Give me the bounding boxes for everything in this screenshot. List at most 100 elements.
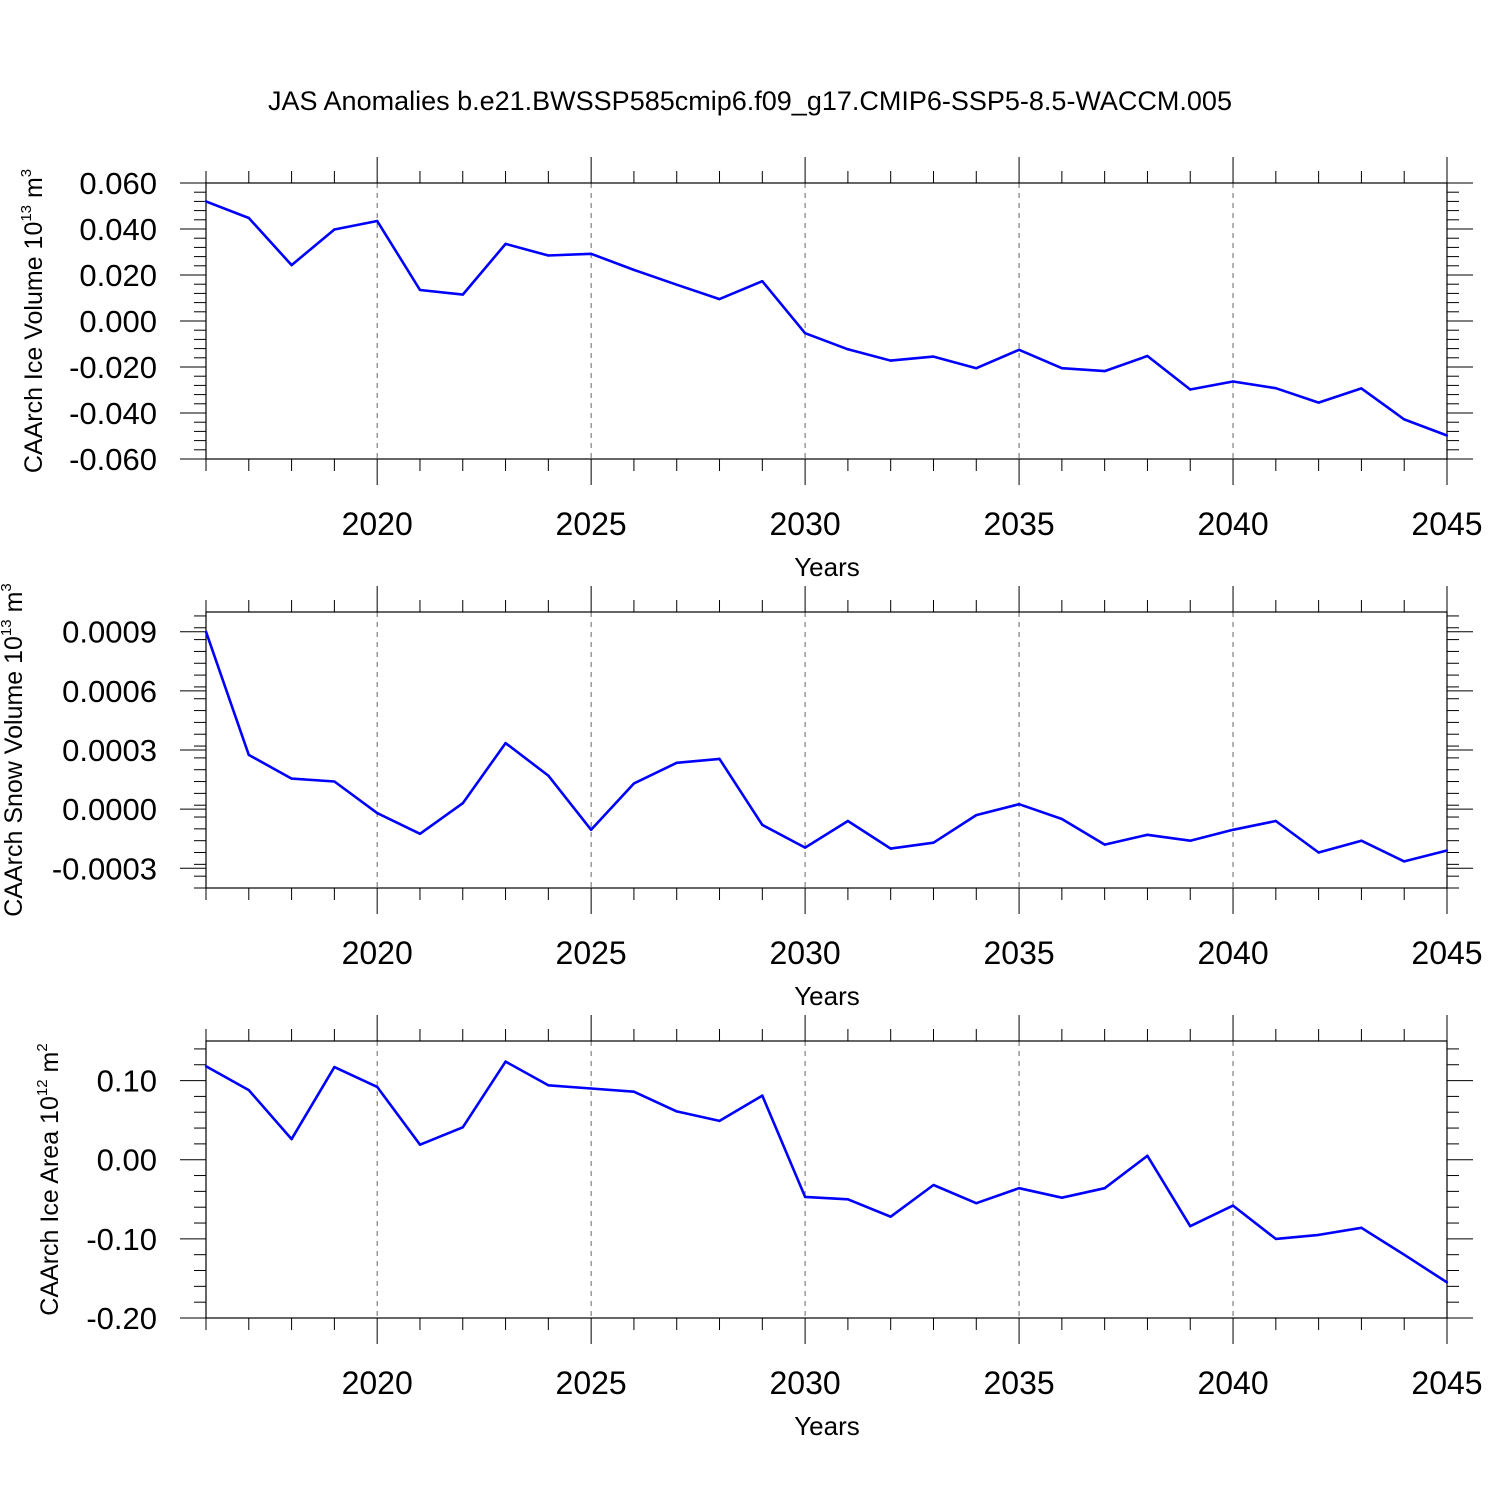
data-point xyxy=(375,1085,379,1089)
data-point xyxy=(761,823,764,827)
data-point xyxy=(1445,849,1449,852)
data-point xyxy=(1103,1187,1106,1190)
data-point xyxy=(632,1090,636,1093)
data-point xyxy=(247,753,250,757)
data-point xyxy=(1403,860,1406,863)
data-point xyxy=(1017,348,1021,351)
y-tick-label: 0.000 xyxy=(79,304,157,339)
data-point xyxy=(889,1215,892,1218)
x-tick-label: 2030 xyxy=(770,1365,841,1401)
y-tick-label: -0.060 xyxy=(69,442,157,477)
data-point xyxy=(1403,1253,1406,1256)
data-point xyxy=(846,1198,850,1201)
data-point xyxy=(290,777,293,780)
x-tick-label: 2020 xyxy=(342,1365,413,1401)
data-point xyxy=(718,297,721,301)
data-point xyxy=(547,774,550,777)
x-tick-label: 2030 xyxy=(770,506,841,542)
y-tick-label: -0.20 xyxy=(86,1301,157,1336)
data-point xyxy=(761,1094,764,1097)
data-point xyxy=(1103,369,1106,373)
data-point xyxy=(1360,839,1363,842)
y-tick-label: -0.0003 xyxy=(52,851,157,886)
x-tick-label: 2040 xyxy=(1197,506,1268,542)
data-point xyxy=(1060,1196,1064,1199)
data-point xyxy=(932,1183,935,1187)
chart-panel-3: -0.20 -0.10 0.00 0.10 2020 2025 2030 2035 2040 20… xyxy=(34,1015,1483,1441)
data-point xyxy=(932,355,935,358)
data-point xyxy=(1231,1204,1235,1207)
data-point xyxy=(975,813,978,817)
data-point xyxy=(204,630,208,633)
y-tick-label: 0.060 xyxy=(79,166,157,201)
x-axis-label: Years xyxy=(794,1411,860,1441)
x-axis-label: Years xyxy=(794,552,860,582)
data-point xyxy=(1445,1281,1449,1284)
data-point xyxy=(846,348,850,351)
y-tick-label: -0.020 xyxy=(69,350,157,385)
x-tick-label: 2020 xyxy=(342,935,413,971)
x-tick-label: 2025 xyxy=(556,1365,627,1401)
data-point xyxy=(889,847,892,850)
chart-panel-2: -0.0003 0.0000 0.0003 0.0006 0.0009 2020 2025 2… xyxy=(0,583,1483,1011)
data-point xyxy=(290,263,293,267)
data-point xyxy=(1060,366,1064,370)
data-point xyxy=(1146,1154,1149,1157)
data-point xyxy=(375,219,379,223)
figure-title: JAS Anomalies b.e21.BWSSP585cmip6.f09_g1… xyxy=(268,86,1232,116)
data-point xyxy=(1231,380,1235,383)
data-point xyxy=(247,1088,250,1092)
data-point xyxy=(1189,1224,1192,1228)
data-point xyxy=(1189,388,1192,391)
series-line xyxy=(204,631,1448,863)
y-tick-label: 0.040 xyxy=(79,212,157,247)
data-point xyxy=(589,1087,593,1090)
data-point xyxy=(1060,817,1064,821)
y-tick-label: 0.00 xyxy=(97,1143,157,1178)
x-tick-label: 2035 xyxy=(983,506,1054,542)
x-tick-label: 2045 xyxy=(1411,506,1482,542)
x-tick-label: 2020 xyxy=(342,506,413,542)
data-point xyxy=(589,828,593,832)
data-point xyxy=(675,761,678,765)
x-tick-label: 2025 xyxy=(556,935,627,971)
data-point xyxy=(1274,1237,1278,1241)
y-tick-label: 0.0009 xyxy=(62,615,157,650)
data-point xyxy=(204,200,208,203)
y-tick-label: 0.0006 xyxy=(62,674,157,709)
data-point xyxy=(1146,354,1149,358)
data-point xyxy=(418,1143,422,1146)
data-point xyxy=(504,242,507,246)
y-tick-label: 0.0003 xyxy=(62,733,157,768)
data-point xyxy=(1317,401,1320,404)
data-point xyxy=(333,1065,336,1069)
data-point xyxy=(461,293,464,296)
x-tick-label: 2040 xyxy=(1197,935,1268,971)
data-point xyxy=(675,283,678,286)
y-tick-label: 0.020 xyxy=(79,258,157,293)
data-point xyxy=(589,252,593,256)
y-tick-label: -0.040 xyxy=(69,396,157,431)
data-point xyxy=(632,268,636,272)
data-point xyxy=(803,846,807,849)
data-point xyxy=(1403,418,1406,421)
data-point xyxy=(975,1202,978,1205)
x-tick-label: 2025 xyxy=(556,506,627,542)
data-point xyxy=(547,254,550,257)
data-point xyxy=(504,1060,507,1063)
chart-panel-1: -0.060 -0.040 -0.020 0.000 0.020 0.040 0.060 20… xyxy=(18,157,1483,582)
data-point xyxy=(803,1195,807,1199)
plot-frame xyxy=(205,1040,1448,1319)
data-point xyxy=(932,841,935,844)
x-tick-label: 2035 xyxy=(983,1365,1054,1401)
data-point xyxy=(889,359,892,362)
data-point xyxy=(333,228,336,231)
data-point xyxy=(1360,387,1363,390)
data-point xyxy=(803,331,807,335)
data-point xyxy=(1231,828,1235,832)
data-point xyxy=(975,366,978,370)
x-tick-label: 2040 xyxy=(1197,1365,1268,1401)
data-point xyxy=(418,288,422,292)
data-point xyxy=(204,1065,208,1068)
